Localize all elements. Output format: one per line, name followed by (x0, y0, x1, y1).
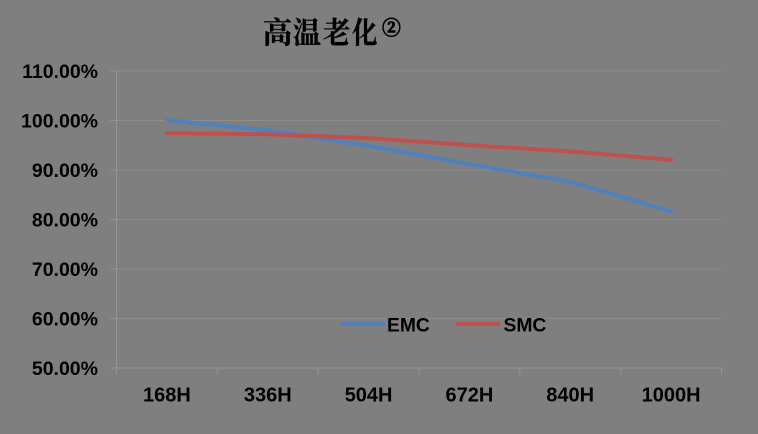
svg-text:336H: 336H (244, 385, 292, 407)
svg-text:SMC: SMC (504, 315, 547, 336)
svg-text:EMC: EMC (387, 315, 430, 336)
svg-text:840H: 840H (546, 385, 594, 407)
svg-text:60.00%: 60.00% (32, 309, 98, 331)
svg-text:80.00%: 80.00% (32, 210, 98, 232)
svg-text:110.00%: 110.00% (22, 61, 98, 83)
svg-text:168H: 168H (143, 385, 191, 407)
svg-text:100.00%: 100.00% (21, 111, 98, 133)
svg-text:70.00%: 70.00% (32, 259, 98, 281)
svg-text:90.00%: 90.00% (32, 160, 98, 182)
svg-text:504H: 504H (345, 385, 393, 407)
svg-text:50.00%: 50.00% (32, 358, 98, 380)
svg-text:672H: 672H (445, 385, 493, 407)
svg-text:1000H: 1000H (642, 385, 701, 407)
